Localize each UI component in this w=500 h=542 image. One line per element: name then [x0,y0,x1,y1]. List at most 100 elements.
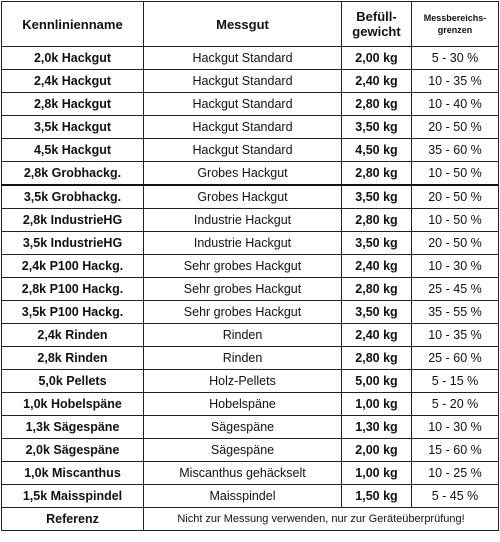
material-cell: Rinden [143,346,342,370]
material-cell: Hackgut Standard [143,69,342,93]
material-cell: Sehr grobes Hackgut [143,254,342,278]
material-cell: Miscanthus gehäckselt [143,461,342,485]
curve-name-cell: 2,4k Hackgut [1,69,144,93]
material-cell: Hackgut Standard [143,138,342,162]
table-row: 3,5k IndustrieHG Industrie Hackgut 3,50 … [1,231,499,255]
table-row: 2,4k Hackgut Hackgut Standard 2,40 kg 10… [1,69,499,93]
fill-weight-cell: 1,30 kg [341,415,412,439]
header-measuring-range-line2: grenzen [437,25,473,35]
table-row: 2,8k Hackgut Hackgut Standard 2,80 kg 10… [1,92,499,116]
curve-name-cell: 2,4k Rinden [1,323,144,347]
material-cell: Maisspindel [143,484,342,508]
fill-weight-cell: 2,40 kg [341,69,412,93]
measuring-range-cell: 10 - 30 % [411,254,499,278]
measuring-range-cell: 20 - 50 % [411,115,499,139]
curve-name-cell: 2,8k Grobhackg. [1,161,144,186]
measuring-range-cell: 5 - 45 % [411,484,499,508]
curve-name-cell: 3,5k P100 Hackg. [1,300,144,324]
measuring-range-cell: 15 - 60 % [411,438,499,462]
header-measuring-range: Messbereichs- grenzen [411,1,499,47]
table-row: 2,0k Hackgut Hackgut Standard 2,00 kg 5 … [1,46,499,70]
measuring-range-cell: 20 - 50 % [411,231,499,255]
table-row: 2,4k Rinden Rinden 2,40 kg 10 - 35 % [1,323,499,347]
fill-weight-cell: 3,50 kg [341,231,412,255]
fill-weight-cell: 1,00 kg [341,392,412,416]
material-cell: Hobelspäne [143,392,342,416]
fill-weight-cell: 2,80 kg [341,161,412,186]
fill-weight-cell: 2,40 kg [341,323,412,347]
table-row: 2,0k Sägespäne Sägespäne 2,00 kg 15 - 60… [1,438,499,462]
material-cell: Hackgut Standard [143,115,342,139]
header-measuring-range-line1: Messbereichs- [423,13,487,23]
fill-weight-cell: 3,50 kg [341,184,412,209]
header-fill-weight-line1: Befüll- [356,9,397,24]
fill-weight-cell: 5,00 kg [341,369,412,393]
fill-weight-cell: 4,50 kg [341,138,412,162]
curve-name-cell: 3,5k Hackgut [1,115,144,139]
measuring-range-cell: 20 - 50 % [411,184,499,209]
fill-weight-cell: 2,00 kg [341,438,412,462]
curve-name-cell: 2,8k IndustrieHG [1,208,144,232]
material-cell: Hackgut Standard [143,92,342,116]
curve-name-cell: 2,0k Sägespäne [1,438,144,462]
material-cell: Sägespäne [143,415,342,439]
header-fill-weight: Befüll- gewicht [341,1,412,47]
table-row: 3,5k Grobhackg. Grobes Hackgut 3,50 kg 2… [1,184,499,209]
table-row: 2,8k Rinden Rinden 2,80 kg 25 - 60 % [1,346,499,370]
calibration-table-container: Kennlinienname Messgut Befüll- gewicht M… [1,1,499,531]
material-cell: Holz-Pellets [143,369,342,393]
table-row: 1,5k Maisspindel Maisspindel 1,50 kg 5 -… [1,484,499,508]
table-row: 4,5k Hackgut Hackgut Standard 4,50 kg 35… [1,138,499,162]
reference-note-cell: Nicht zur Messung verwenden, nur zur Ger… [143,507,499,531]
fill-weight-cell: 1,50 kg [341,484,412,508]
table-header-row: Kennlinienname Messgut Befüll- gewicht M… [1,1,499,47]
measuring-range-cell: 25 - 45 % [411,277,499,301]
reference-row: Referenz Nicht zur Messung verwenden, nu… [1,507,499,531]
curve-name-cell: 2,4k P100 Hackg. [1,254,144,278]
curve-name-cell: 1,0k Hobelspäne [1,392,144,416]
reference-name-cell: Referenz [1,507,144,531]
measuring-range-cell: 25 - 60 % [411,346,499,370]
fill-weight-cell: 1,00 kg [341,461,412,485]
measuring-range-cell: 10 - 25 % [411,461,499,485]
fill-weight-cell: 3,50 kg [341,115,412,139]
material-cell: Grobes Hackgut [143,184,342,209]
curve-name-cell: 2,8k P100 Hackg. [1,277,144,301]
measuring-range-cell: 10 - 40 % [411,92,499,116]
measuring-range-cell: 5 - 30 % [411,46,499,70]
curve-name-cell: 1,5k Maisspindel [1,484,144,508]
material-cell: Industrie Hackgut [143,231,342,255]
fill-weight-cell: 2,00 kg [341,46,412,70]
measuring-range-cell: 10 - 30 % [411,415,499,439]
curve-name-cell: 1,3k Sägespäne [1,415,144,439]
measuring-range-cell: 10 - 50 % [411,208,499,232]
calibration-curve-table: Kennlinienname Messgut Befüll- gewicht M… [1,1,499,531]
material-cell: Grobes Hackgut [143,161,342,186]
table-row: 3,5k P100 Hackg. Sehr grobes Hackgut 3,5… [1,300,499,324]
fill-weight-cell: 3,50 kg [341,300,412,324]
fill-weight-cell: 2,80 kg [341,346,412,370]
curve-name-cell: 2,8k Hackgut [1,92,144,116]
fill-weight-cell: 2,80 kg [341,277,412,301]
table-row: 2,8k Grobhackg. Grobes Hackgut 2,80 kg 1… [1,161,499,186]
curve-name-cell: 5,0k Pellets [1,369,144,393]
header-curve-name: Kennlinienname [1,1,144,47]
material-cell: Rinden [143,323,342,347]
table-row: 1,0k Hobelspäne Hobelspäne 1,00 kg 5 - 2… [1,392,499,416]
table-row: 2,4k P100 Hackg. Sehr grobes Hackgut 2,4… [1,254,499,278]
table-row: 5,0k Pellets Holz-Pellets 5,00 kg 5 - 15… [1,369,499,393]
material-cell: Industrie Hackgut [143,208,342,232]
material-cell: Sehr grobes Hackgut [143,300,342,324]
measuring-range-cell: 35 - 60 % [411,138,499,162]
curve-name-cell: 1,0k Miscanthus [1,461,144,485]
table-row: 1,3k Sägespäne Sägespäne 1,30 kg 10 - 30… [1,415,499,439]
curve-name-cell: 4,5k Hackgut [1,138,144,162]
table-row: 2,8k P100 Hackg. Sehr grobes Hackgut 2,8… [1,277,499,301]
material-cell: Sehr grobes Hackgut [143,277,342,301]
measuring-range-cell: 35 - 55 % [411,300,499,324]
measuring-range-cell: 10 - 35 % [411,69,499,93]
measuring-range-cell: 10 - 50 % [411,161,499,186]
curve-name-cell: 3,5k IndustrieHG [1,231,144,255]
material-cell: Hackgut Standard [143,46,342,70]
table-row: 3,5k Hackgut Hackgut Standard 3,50 kg 20… [1,115,499,139]
